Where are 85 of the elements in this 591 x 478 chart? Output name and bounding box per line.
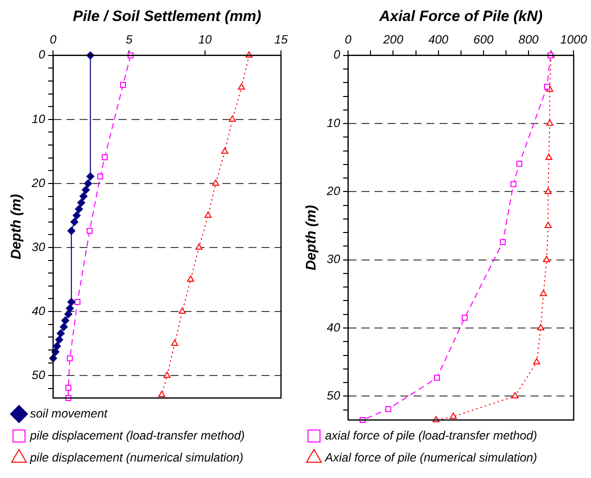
point [544,84,550,90]
point [56,329,65,338]
point [84,179,92,188]
point [158,390,166,398]
point [80,192,88,200]
point [67,226,76,235]
point [511,392,519,398]
legend-label: axial force of pile (load-transfer method) [325,428,538,442]
point [72,211,81,220]
point [238,83,246,90]
point [432,416,440,422]
y-tick-label: 10 [326,116,340,130]
x-tick-label: 200 [382,32,404,47]
point [77,198,86,207]
x-tick-label: 800 [518,32,539,47]
y-tick-label: 20 [30,176,46,190]
y-tick-label: 30 [32,240,46,254]
point [67,298,76,306]
legend-label: Axial force of pile (numerical simulation) [324,450,538,464]
point [51,348,60,356]
point [195,244,203,250]
x-tick-label: 5 [126,32,133,47]
y-tick-label: 0 [333,48,340,62]
y-tick-label: 0 [38,48,46,62]
point [385,406,392,412]
point [228,115,236,122]
point [543,256,550,262]
y-axis-title: Depth (m) [302,204,318,270]
point [70,218,78,226]
point [52,342,61,350]
point [462,314,468,321]
point [65,384,72,391]
point [82,186,90,194]
point [171,340,178,346]
y-tick-label: 40 [32,304,46,318]
point [86,228,93,234]
point [500,239,506,246]
point [66,304,74,312]
point [533,358,540,364]
x-axis-title: Axial Force of Pile (kN) [378,8,543,26]
point [212,179,220,186]
x-tick-label: 0 [50,32,57,47]
legend-label: pile displacement (numerical simulation) [29,450,244,464]
point [544,222,552,228]
point [546,120,554,126]
point [164,372,171,378]
point [178,308,186,314]
point [74,205,83,214]
point [120,82,126,88]
point [102,154,108,160]
y-tick-label: 40 [326,320,340,334]
y-tick-label: 50 [32,368,46,382]
point [97,173,104,180]
point [537,324,544,330]
y-tick-label: 30 [326,252,340,266]
point [74,298,80,305]
point [55,336,64,344]
x-tick-label: 10 [198,32,212,47]
x-tick-label: 600 [473,32,494,47]
x-tick-label: 15 [274,32,288,47]
point [544,188,552,194]
x-axis-title: Pile / Soil Settlement (mm) [72,8,262,26]
legend-label: pile displacement (load-transfer method) [29,428,245,442]
x-tick-label: 400 [428,32,449,47]
x-tick-label: 0 [344,32,352,47]
point [450,412,457,419]
legend-label: soil movement [30,406,108,420]
point [545,154,552,160]
point [60,322,68,331]
y-tick-label: 10 [32,112,46,126]
point [204,211,212,218]
x-tick-label: 1000 [560,32,588,47]
point [510,181,516,188]
point [187,276,194,282]
point [64,310,72,318]
y-tick-label: 50 [326,388,340,402]
point [66,355,73,362]
point [516,160,522,167]
y-tick-label: 20 [326,184,340,198]
point [434,374,440,381]
point [61,316,70,325]
point [540,290,547,296]
point [86,172,94,180]
y-axis-title: Depth (m) [7,194,24,260]
point [221,147,228,154]
